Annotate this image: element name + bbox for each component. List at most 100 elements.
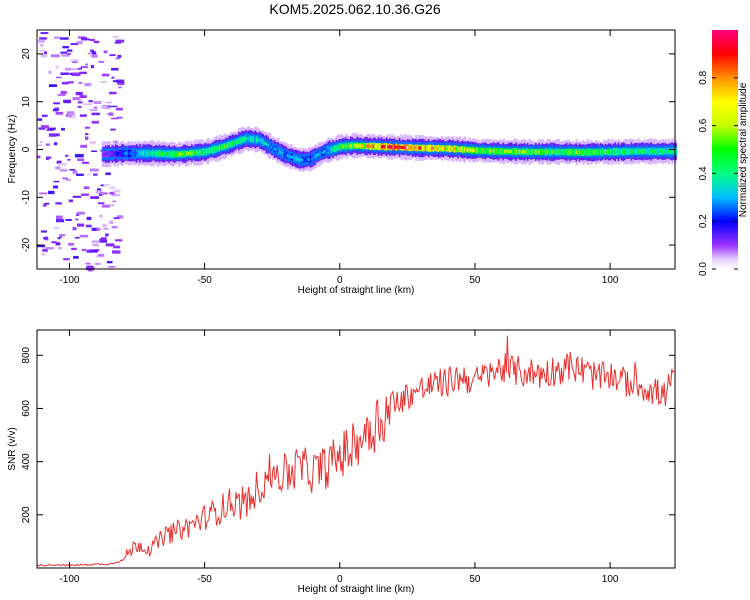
- spectrogram-ridge-cell: [178, 152, 181, 156]
- spectrogram-noise-cell: [67, 112, 75, 116]
- spectrogram-ridge-cell: [220, 145, 223, 150]
- spectrogram-ridge-cell: [541, 150, 544, 154]
- spectrogram-noise-cell: [44, 202, 50, 205]
- spectrogram-noise-cell: [87, 52, 91, 55]
- spectrogram-y-ticks: -20 -10 0 10 20: [21, 48, 675, 252]
- spectrogram-noise-cell: [83, 186, 90, 190]
- spectrogram-noise-cell: [111, 117, 119, 120]
- spectrogram-ridge-cell: [306, 157, 309, 162]
- spectrogram-ridge-cell: [426, 146, 429, 150]
- spectrogram-noise-cell: [109, 105, 118, 108]
- spectrogram-noise-cell: [66, 53, 72, 55]
- spectrogram-noise-cell: [89, 168, 99, 172]
- spectrogram-ridge-cell: [103, 152, 106, 156]
- spectrogram-noise-cell: [37, 39, 45, 43]
- spectrogram-noise-cell: [65, 218, 72, 221]
- spectrogram-noise-cell: [77, 98, 83, 101]
- spectrogram-ridge-cell: [439, 146, 442, 150]
- spectrogram-ridge-cell: [322, 150, 325, 155]
- spectrogram-ridge-cell: [163, 152, 166, 156]
- spectrogram-ridge-cell: [398, 145, 402, 150]
- spectrogram-noise-cell: [69, 169, 76, 171]
- spectrogram-ridge-cell: [132, 151, 136, 155]
- spectrogram-noise-cell: [48, 84, 58, 88]
- colorbar-ticks: 0.0 0.2 0.4 0.6 0.8: [698, 70, 738, 276]
- spectrogram-ridge-cell: [230, 142, 233, 146]
- spectrogram-ridge-cell: [591, 150, 595, 154]
- spectrogram-ridge-cell: [199, 150, 202, 155]
- spectrogram-noise-cell: [75, 218, 79, 221]
- spectrogram-ridge-cell: [612, 150, 616, 154]
- spectrogram-noise-cell: [83, 103, 93, 106]
- spectrogram-ridge-cell: [583, 150, 587, 154]
- spectrogram-ridge-cell: [466, 148, 470, 152]
- spectrogram-noise-cell: [100, 81, 107, 84]
- spectrogram-noise-cell: [89, 38, 95, 42]
- spectrogram-ridge-cell: [405, 145, 408, 150]
- spectrogram-ridge-cell: [244, 137, 248, 141]
- spectrogram-ridge-cell: [333, 147, 337, 151]
- spectrogram-noise-cell: [86, 173, 91, 176]
- spectrogram-noise-cell: [62, 46, 70, 49]
- spectrogram-noise-cell: [91, 112, 100, 116]
- spectrogram-noise-cell: [67, 81, 74, 84]
- spectrogram-noise-cell: [90, 196, 100, 200]
- spectrogram-noise-cell: [98, 193, 103, 196]
- spectrogram-noise-cell: [48, 190, 55, 195]
- spectrogram-ridge-cell: [544, 150, 548, 154]
- spectrogram-ridge-cell: [504, 149, 507, 154]
- spectrogram-ridge-cell: [223, 144, 226, 149]
- spectrogram-noise-cell: [91, 150, 97, 153]
- spectrogram-ridge-cell: [176, 152, 179, 157]
- snr-y-tick-label: 600: [21, 400, 32, 417]
- spectrogram-noise-cell: [116, 80, 122, 83]
- spectrogram-ridge-cell: [359, 144, 363, 148]
- spectrogram-noise-cell: [101, 73, 110, 77]
- snr-line: [36, 335, 675, 567]
- spectrogram-noise-cell: [111, 204, 115, 207]
- spectrogram-ridge-cell: [606, 150, 609, 154]
- colorbar-tick-label: 0.6: [698, 118, 709, 132]
- spectrogram-noise-cell: [62, 177, 68, 180]
- spectrogram-noise-cell: [81, 161, 89, 164]
- spectrogram-ridge-cell: [121, 151, 124, 156]
- spectrogram-ridge-cell: [210, 148, 213, 152]
- spectrogram-ridge-cell: [369, 144, 372, 148]
- spectrogram-ridge-cell: [155, 152, 158, 155]
- spectrogram-noise-clutter: [37, 32, 125, 272]
- spectrogram-ridge-cell: [423, 146, 426, 150]
- spectrogram-ridge-cell: [536, 150, 539, 154]
- spectrogram-ridge-cell: [479, 148, 483, 153]
- spectrogram-noise-cell: [88, 100, 93, 103]
- spectrogram-ridge-cell: [124, 151, 127, 155]
- spectrogram-ridge-cell: [126, 151, 129, 156]
- spectrogram-ridge-cell: [525, 150, 528, 154]
- spectrogram-ridge-cell: [658, 149, 661, 154]
- spectrogram-ridge-cell: [170, 152, 173, 156]
- spectrogram-noise-cell: [81, 248, 87, 252]
- spectrogram-ridge-cell: [218, 146, 222, 150]
- spectrogram-ridge-cell: [546, 150, 549, 154]
- spectrogram-ridge-cell: [101, 152, 105, 157]
- spectrogram-ridge-cell: [552, 150, 556, 154]
- spectrogram-ridge-cell: [233, 141, 236, 145]
- spectrogram-noise-cell: [71, 68, 80, 71]
- spectrogram-noise-cell: [67, 159, 71, 161]
- spectrogram-ridge-cell: [152, 151, 155, 155]
- spectrogram-noise-cell: [66, 49, 73, 52]
- spectrogram-ridge-cell: [272, 146, 275, 150]
- spectrogram-noise-cell: [105, 233, 109, 237]
- spectrogram-ridge-cell: [354, 143, 358, 148]
- spectrogram-ridge-cell: [252, 137, 256, 141]
- spectrogram-ridge-cell: [242, 137, 246, 142]
- spectrogram-noise-cell: [65, 179, 71, 181]
- spectrogram-ridge-cell: [638, 149, 642, 153]
- spectrogram-noise-cell: [39, 141, 43, 143]
- spectrogram-noise-cell: [40, 32, 49, 35]
- spectrogram-noise-cell: [51, 241, 57, 244]
- spectrogram-ridge-cell: [160, 152, 163, 156]
- spectrogram-noise-cell: [41, 253, 46, 256]
- spectrogram-ridge-cell: [118, 152, 121, 156]
- spectrogram-ridge-cell: [165, 152, 168, 156]
- snr-y-tick-label: 400: [21, 453, 32, 470]
